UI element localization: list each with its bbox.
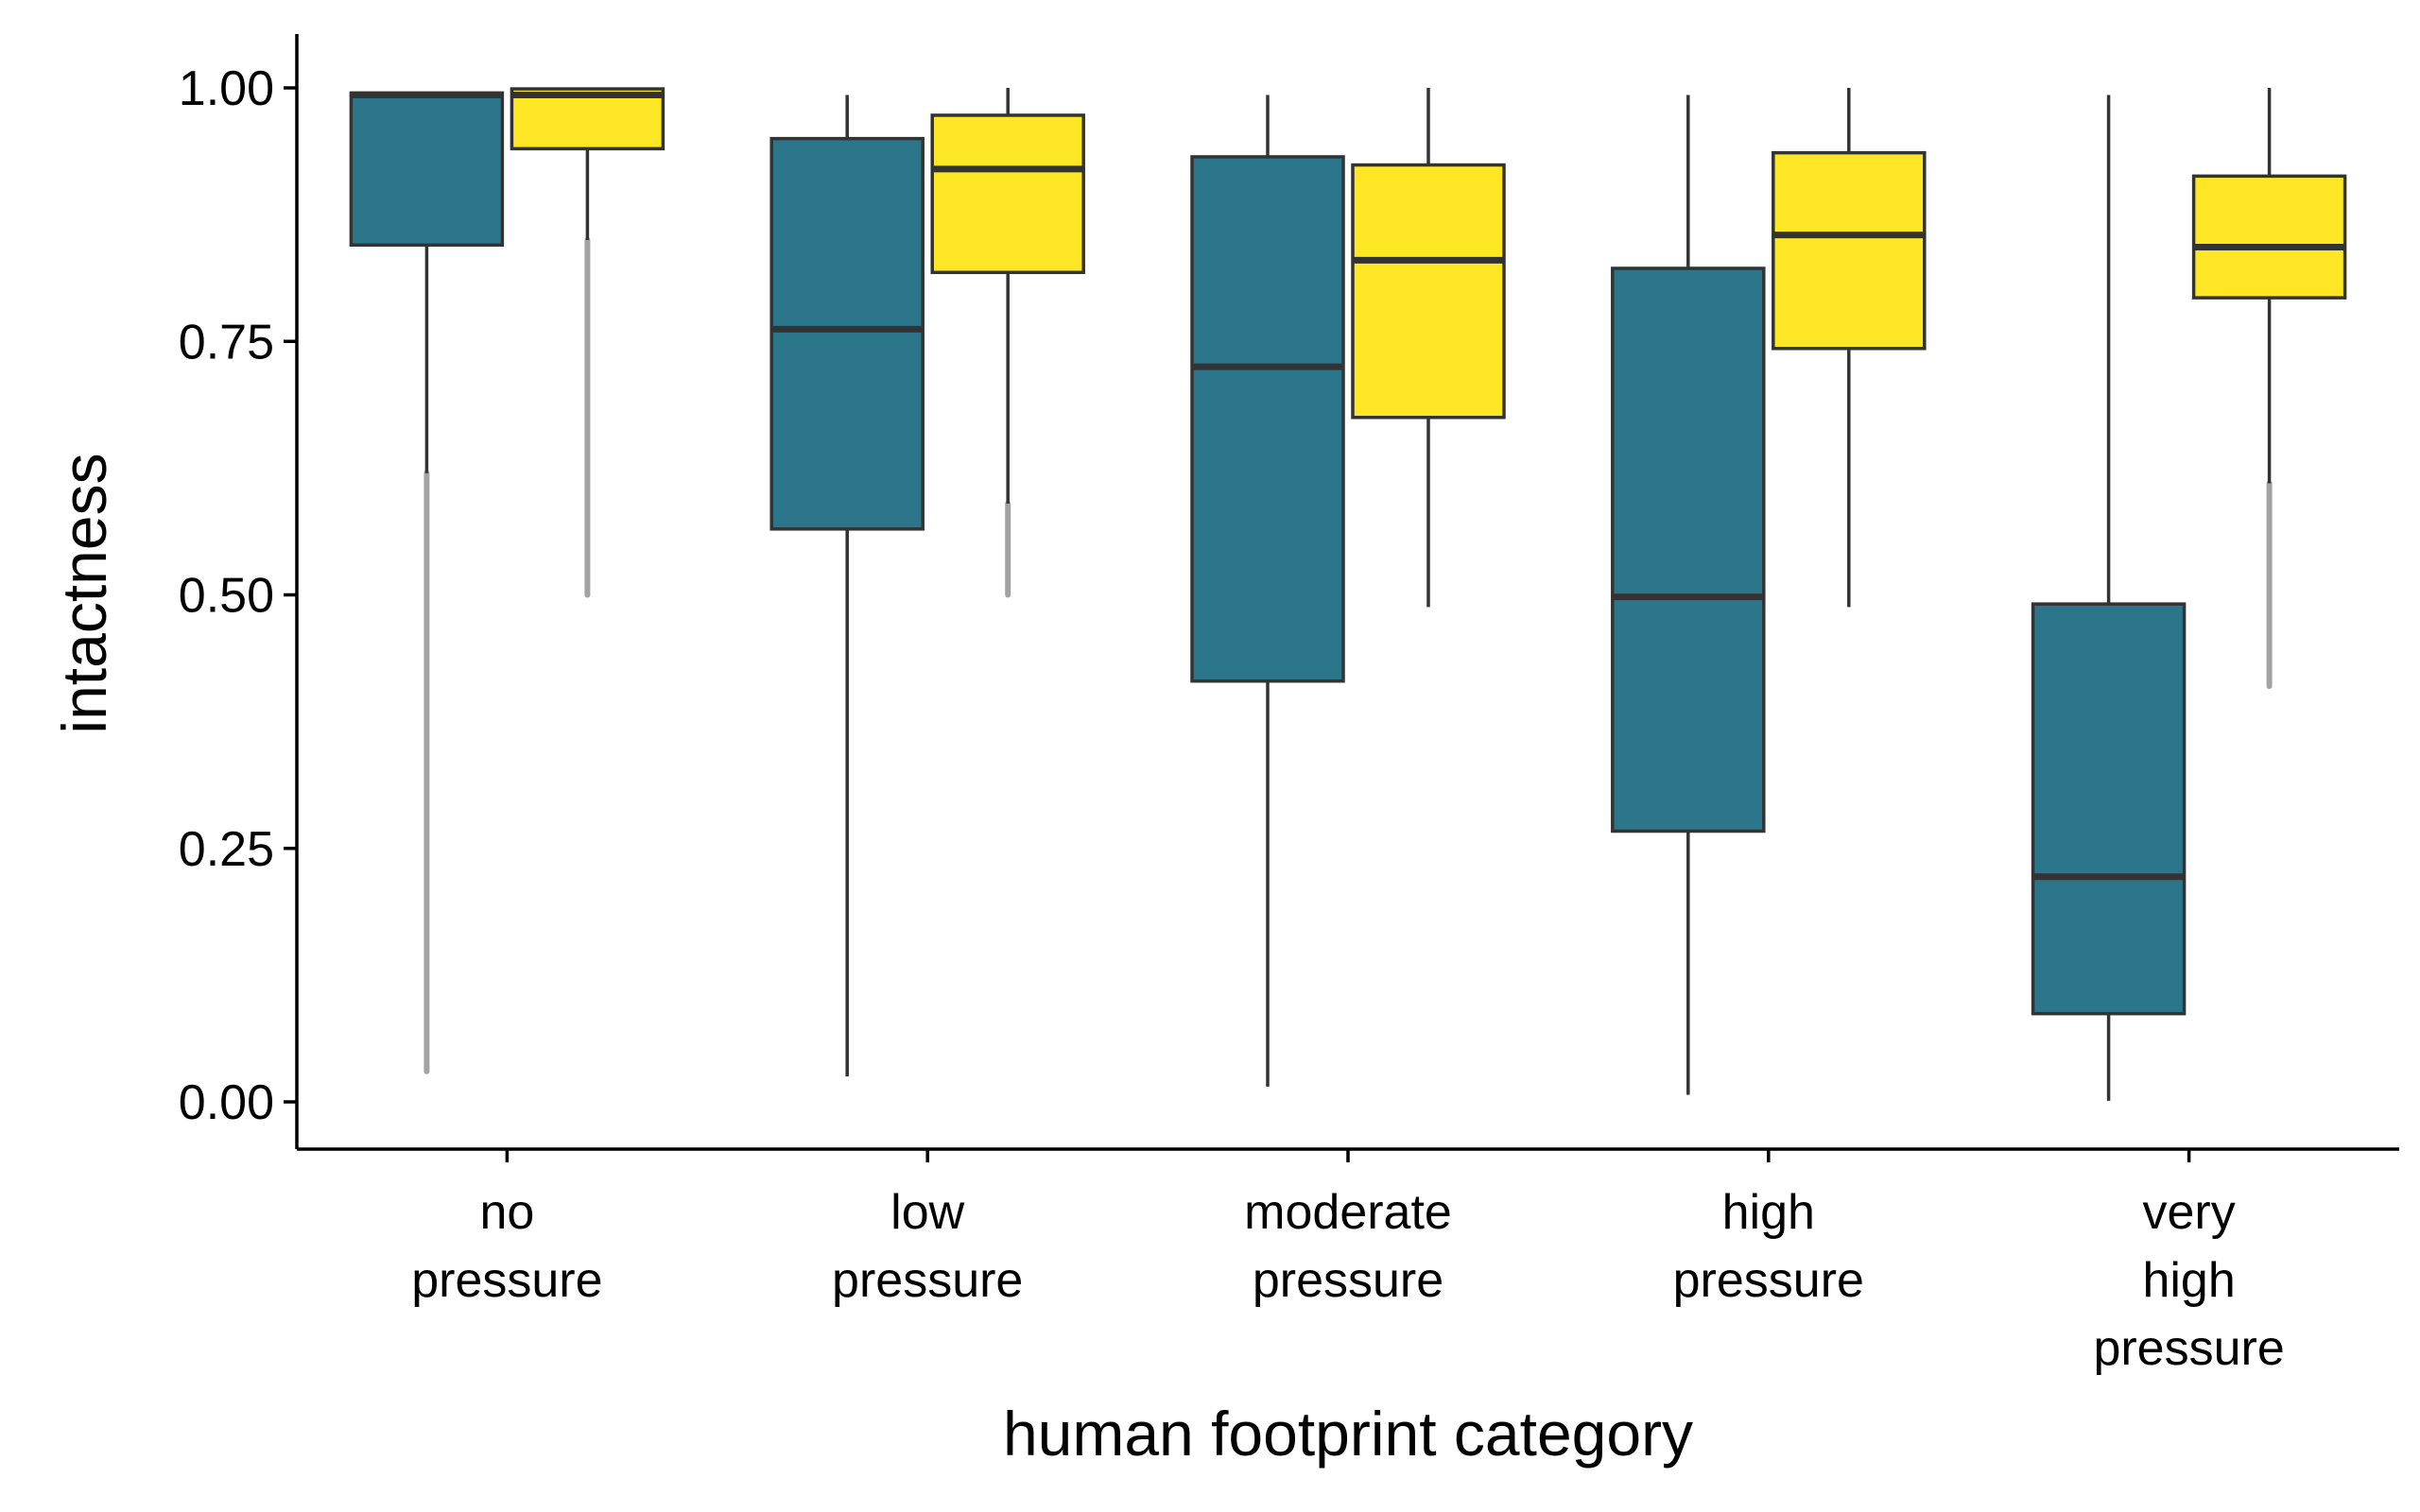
y-ticks-layer: 0.00 0.25 0.50 0.75 1.00 (179, 61, 297, 1130)
y-tick-label: 1.00 (179, 61, 274, 116)
x-tick-label: pressure (1673, 1253, 1864, 1308)
box-body (1351, 163, 1506, 420)
x-tick-label: pressure (2093, 1321, 2284, 1376)
y-axis-title: intactness (49, 453, 119, 733)
box-group (2191, 88, 2347, 690)
x-tick-label: pressure (1253, 1253, 1443, 1308)
box-body (1772, 150, 1927, 351)
x-tick-label: pressure (411, 1253, 602, 1308)
box-body (2031, 602, 2187, 1016)
box-body (1611, 266, 1766, 833)
y-tick-label: 0.25 (179, 822, 274, 877)
box-body (2191, 174, 2347, 300)
x-tick-label: pressure (832, 1253, 1023, 1308)
x-axis-title: human footprint category (1003, 1399, 1693, 1469)
y-tick-label: 0.50 (179, 569, 274, 624)
box-group (930, 88, 1085, 598)
y-tick-label: 0.00 (179, 1075, 274, 1130)
box-group (1772, 88, 1927, 608)
box-group (1351, 88, 1506, 608)
x-tick-label: very (2142, 1185, 2235, 1240)
box-group (769, 94, 925, 1077)
x-tick-label: high (2142, 1253, 2235, 1308)
x-tick-label: high (1722, 1185, 1815, 1240)
box-group (1611, 94, 1766, 1095)
x-tick-label: moderate (1244, 1185, 1452, 1240)
box-group (1190, 94, 1345, 1087)
x-tick-label: no (479, 1185, 534, 1240)
box-body (349, 91, 505, 248)
boxes-layer (349, 87, 2347, 1101)
y-tick-label: 0.75 (179, 315, 274, 369)
box-body (1190, 155, 1345, 683)
box-group (349, 91, 505, 1074)
box-group (2031, 94, 2187, 1101)
box-body (510, 87, 666, 151)
x-tick-label: low (890, 1185, 964, 1240)
box-body (769, 136, 925, 531)
box-group (510, 87, 666, 598)
box-body (930, 113, 1085, 275)
x-ticks-layer: no pressure low pressure moderate pressure hig… (411, 1149, 2285, 1376)
